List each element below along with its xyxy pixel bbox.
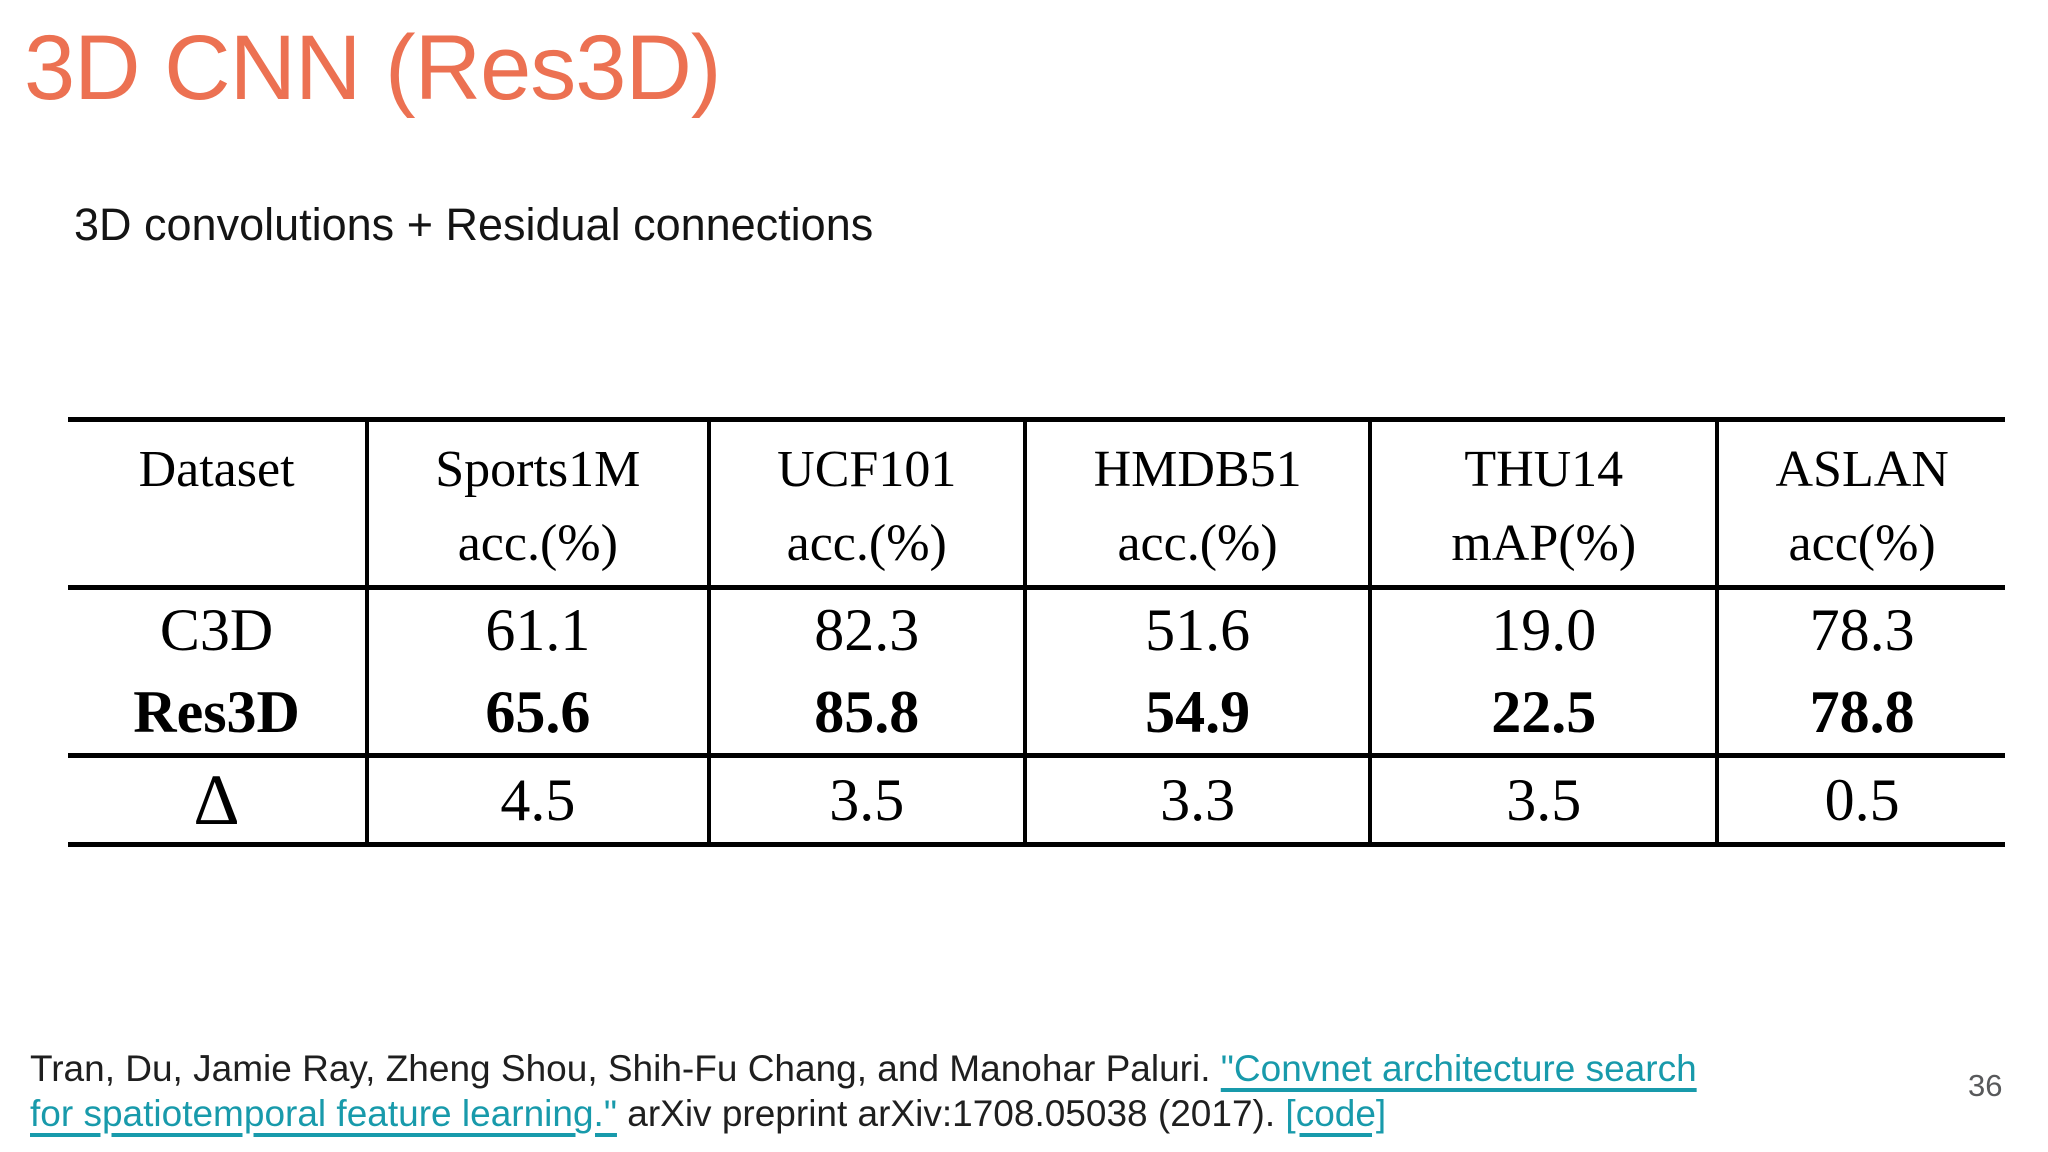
citation-venue: arXiv preprint arXiv:1708.05038 (2017). — [616, 1093, 1286, 1134]
page-number: 36 — [1968, 1068, 2003, 1103]
paper-title-link[interactable]: "Convnet architecture search — [1220, 1048, 1697, 1089]
table-row-c3d: C3D 61.1 82.3 51.6 19.0 78.3 — [68, 587, 2005, 671]
benchmark-results-table: Dataset Sports1M acc.(%) UCF101 acc.(%) … — [68, 417, 2005, 847]
results-table: Dataset Sports1M acc.(%) UCF101 acc.(%) … — [68, 417, 2005, 847]
cell-value: 22.5 — [1368, 671, 1718, 758]
cell-value: 82.3 — [706, 587, 1025, 671]
column-header-aslan: ASLAN acc(%) — [1715, 419, 2005, 590]
citation-line-2: for spatiotemporal feature learning." ar… — [30, 1091, 1930, 1136]
column-header-ucf101: UCF101 acc.(%) — [706, 419, 1025, 590]
row-label: Res3D — [68, 671, 368, 758]
paper-title-link-continued[interactable]: for spatiotemporal feature learning." — [30, 1093, 617, 1134]
cell-value: 65.6 — [365, 671, 709, 758]
row-label-delta: Δ — [193, 760, 240, 840]
slide-subtitle: 3D convolutions + Residual connections — [74, 199, 874, 250]
cell-value: 78.8 — [1715, 671, 2005, 758]
column-metric: acc.(%) — [1117, 515, 1278, 572]
table-body: C3D 61.1 82.3 51.6 19.0 78.3 Res3D 65.6 … — [68, 587, 2005, 845]
column-metric: acc.(%) — [786, 515, 947, 572]
column-name: Dataset — [138, 441, 295, 498]
cell-value: 3.5 — [1368, 755, 1718, 845]
cell-value: 0.5 — [1715, 755, 2005, 845]
column-header-hmdb51: HMDB51 acc.(%) — [1022, 419, 1371, 590]
code-link[interactable]: [code] — [1285, 1093, 1387, 1134]
column-header-sports1m: Sports1M acc.(%) — [365, 419, 709, 590]
header-row: Dataset Sports1M acc.(%) UCF101 acc.(%) … — [68, 419, 2005, 590]
table-row-res3d: Res3D 65.6 85.8 54.9 22.5 78.8 — [68, 671, 2005, 758]
column-metric: mAP(%) — [1451, 515, 1637, 572]
slide-title: 3D CNN (Res3D) — [24, 17, 722, 119]
table-row-delta: Δ 4.5 3.5 3.3 3.5 0.5 — [68, 755, 2005, 845]
cell-value: 51.6 — [1022, 587, 1371, 671]
cell-value: 3.3 — [1022, 755, 1371, 845]
row-label: C3D — [159, 597, 274, 663]
column-name: THU14 — [1464, 441, 1624, 498]
cell-value: 85.8 — [706, 671, 1025, 758]
citation: Tran, Du, Jamie Ray, Zheng Shou, Shih-Fu… — [30, 1046, 1930, 1136]
column-name: Sports1M — [435, 441, 641, 498]
cell-value: 3.5 — [706, 755, 1025, 845]
column-metric: acc(%) — [1788, 515, 1936, 572]
cell-value: 54.9 — [1022, 671, 1371, 758]
table-header: Dataset Sports1M acc.(%) UCF101 acc.(%) … — [68, 419, 2005, 590]
cell-value: 61.1 — [365, 587, 709, 671]
column-metric: acc.(%) — [457, 515, 618, 572]
column-name: UCF101 — [777, 441, 957, 498]
citation-line-1: Tran, Du, Jamie Ray, Zheng Shou, Shih-Fu… — [30, 1046, 1930, 1091]
citation-authors: Tran, Du, Jamie Ray, Zheng Shou, Shih-Fu… — [30, 1048, 1221, 1089]
column-name: ASLAN — [1775, 441, 1949, 498]
column-name: HMDB51 — [1093, 441, 1302, 498]
cell-value: 19.0 — [1368, 587, 1718, 671]
column-header-thu14: THU14 mAP(%) — [1368, 419, 1718, 590]
column-header-dataset: Dataset — [68, 419, 368, 590]
cell-value: 4.5 — [365, 755, 709, 845]
cell-value: 78.3 — [1715, 587, 2005, 671]
